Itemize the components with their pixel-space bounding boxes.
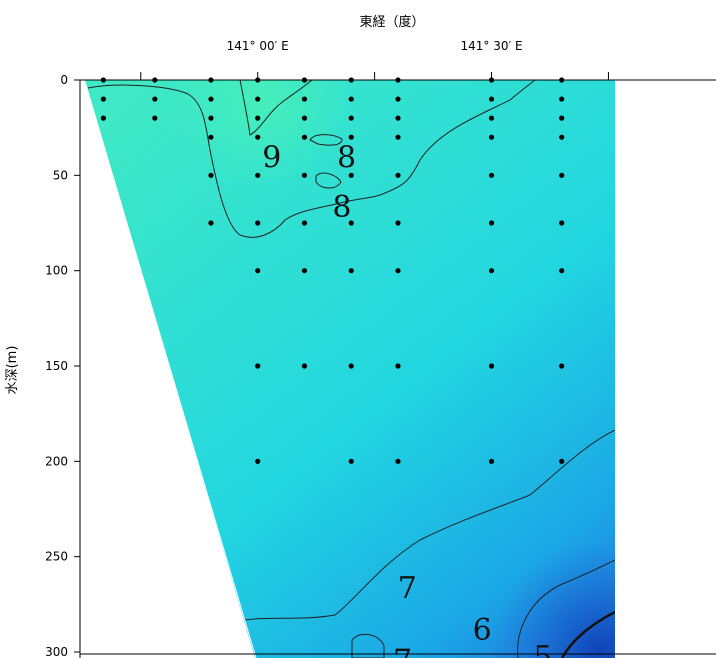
contour-label: 9 — [262, 140, 281, 175]
contour-label: 7 — [393, 644, 412, 658]
station-dot — [559, 220, 565, 226]
station-dot — [395, 268, 401, 274]
station-dot — [255, 96, 261, 102]
y-tick-label: 50 — [53, 168, 68, 182]
x-tick-label: 141° 00′ E — [227, 39, 289, 53]
station-dot — [559, 363, 565, 369]
station-dot — [395, 458, 401, 464]
contour-labels: 98887765 — [262, 140, 552, 658]
station-dot — [152, 96, 158, 102]
station-dot — [488, 115, 495, 121]
seafloor-edge — [84, 81, 257, 658]
station-dot — [559, 115, 565, 121]
station-dot — [395, 363, 401, 369]
station-dot — [348, 134, 354, 140]
station-dot — [488, 134, 495, 140]
station-dot — [208, 220, 214, 226]
station-dot — [348, 268, 354, 274]
station-dot — [208, 115, 214, 121]
station-dot — [488, 458, 495, 464]
contour-8-loop-a — [309, 134, 343, 146]
station-dot — [301, 96, 308, 102]
station-dot — [255, 172, 261, 178]
y-tick-label: 200 — [45, 454, 68, 468]
station-dot — [348, 172, 354, 178]
station-dot — [488, 172, 495, 178]
station-dot — [255, 458, 261, 464]
y-tick-label: 250 — [45, 550, 68, 564]
y-tick-label: 150 — [45, 359, 68, 373]
y-tick-label: 100 — [45, 264, 68, 278]
station-dot — [301, 134, 308, 140]
station-dot — [255, 268, 261, 274]
y-tick-label: 300 — [45, 645, 68, 658]
station-dot — [559, 172, 565, 178]
station-dot — [348, 363, 354, 369]
x-tick-label: 141° 30′ E — [460, 39, 522, 53]
station-dot — [488, 363, 495, 369]
contour-5 — [560, 610, 615, 658]
station-dot — [208, 96, 214, 102]
contour-7-loop — [351, 633, 385, 658]
station-dot — [395, 115, 401, 121]
station-dot — [348, 96, 354, 102]
station-dot — [152, 115, 158, 121]
x-axis-title: 東経（度） — [359, 14, 424, 30]
contour-label: 8 — [337, 140, 356, 175]
station-dot — [488, 220, 495, 226]
contour-label: 8 — [332, 190, 351, 225]
contour-label: 6 — [473, 613, 492, 648]
y-axis-ticks: 0 50 100 150 200 250 300 — [45, 73, 80, 658]
contour-6 — [517, 559, 615, 658]
station-dot — [395, 220, 401, 226]
station-dot — [488, 96, 495, 102]
station-dot — [255, 134, 261, 140]
contour-8-main — [87, 80, 536, 238]
contour-7 — [244, 429, 615, 621]
x-axis-ticks: 141° 00′ E 141° 30′ E — [140, 39, 609, 80]
station-dot — [488, 268, 495, 274]
y-axis-title: 水深(m) — [5, 346, 20, 395]
contour-8-loop-b — [315, 172, 342, 189]
station-dot — [255, 220, 261, 226]
station-dot — [100, 96, 106, 102]
station-dot — [208, 134, 214, 140]
station-dot — [100, 115, 106, 121]
station-dot — [395, 134, 401, 140]
station-dot — [559, 134, 565, 140]
station-dot — [395, 96, 401, 102]
station-dot — [208, 172, 214, 178]
station-dots — [100, 77, 565, 464]
station-dot — [348, 458, 354, 464]
station-dot — [301, 172, 308, 178]
y-tick-label: 0 — [60, 73, 68, 87]
contour-label: 7 — [398, 571, 417, 606]
contour-9 — [239, 80, 313, 136]
station-dot — [559, 458, 565, 464]
station-dot — [301, 268, 308, 274]
station-dot — [395, 172, 401, 178]
station-dot — [559, 268, 565, 274]
station-dot — [301, 363, 308, 369]
contour-label: 5 — [533, 640, 552, 658]
station-dot — [348, 115, 354, 121]
station-dot — [301, 115, 308, 121]
station-dot — [301, 220, 308, 226]
station-dot — [559, 96, 565, 102]
station-dot — [255, 115, 261, 121]
station-dot — [348, 220, 354, 226]
station-dot — [255, 363, 261, 369]
